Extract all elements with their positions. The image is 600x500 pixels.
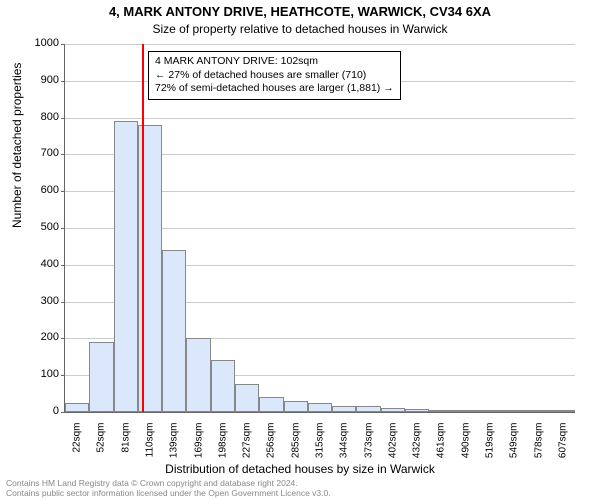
ytick-mark xyxy=(61,302,65,303)
ytick-label: 800 xyxy=(19,111,59,123)
footer-line1: Contains HM Land Registry data © Crown c… xyxy=(6,478,331,488)
ytick-label: 1000 xyxy=(19,37,59,49)
ytick-mark xyxy=(61,81,65,82)
ytick-label: 600 xyxy=(19,184,59,196)
ytick-label: 300 xyxy=(19,295,59,307)
marker-line xyxy=(142,44,144,412)
bar xyxy=(429,410,453,412)
bar xyxy=(308,403,332,412)
footer: Contains HM Land Registry data © Crown c… xyxy=(6,478,331,498)
bar xyxy=(211,360,235,412)
bar xyxy=(235,384,259,412)
bar xyxy=(405,409,429,412)
bar xyxy=(502,410,526,412)
bar xyxy=(162,250,186,412)
annotation-line2: ← 27% of detached houses are smaller (71… xyxy=(155,69,394,83)
ytick-mark xyxy=(61,412,65,413)
annotation-line3: 72% of semi-detached houses are larger (… xyxy=(155,82,394,96)
ytick-mark xyxy=(61,228,65,229)
bar xyxy=(284,401,308,412)
bar xyxy=(551,410,575,412)
bar xyxy=(526,410,550,412)
ytick-label: 700 xyxy=(19,147,59,159)
ytick-label: 900 xyxy=(19,74,59,86)
bar xyxy=(186,338,210,412)
ytick-mark xyxy=(61,265,65,266)
ytick-mark xyxy=(61,154,65,155)
y-axis-label: Number of detached properties xyxy=(10,63,24,228)
bar xyxy=(478,410,502,412)
ytick-mark xyxy=(61,338,65,339)
bar xyxy=(114,121,138,412)
ytick-label: 500 xyxy=(19,221,59,233)
chart-container: 4, MARK ANTONY DRIVE, HEATHCOTE, WARWICK… xyxy=(0,0,600,500)
bar xyxy=(454,410,478,412)
chart-area: 0100200300400500600700800900100022sqm52s… xyxy=(64,44,574,412)
bar xyxy=(65,403,89,412)
x-axis-label: Distribution of detached houses by size … xyxy=(0,462,600,476)
bar xyxy=(89,342,113,412)
ytick-mark xyxy=(61,191,65,192)
ytick-label: 200 xyxy=(19,331,59,343)
bar xyxy=(381,408,405,412)
ytick-mark xyxy=(61,118,65,119)
title-sub: Size of property relative to detached ho… xyxy=(0,22,600,36)
ytick-label: 400 xyxy=(19,258,59,270)
bar xyxy=(356,406,380,412)
ytick-mark xyxy=(61,375,65,376)
ytick-label: 100 xyxy=(19,368,59,380)
ytick-mark xyxy=(61,44,65,45)
title-main: 4, MARK ANTONY DRIVE, HEATHCOTE, WARWICK… xyxy=(0,4,600,19)
annotation-box: 4 MARK ANTONY DRIVE: 102sqm ← 27% of det… xyxy=(148,51,401,100)
footer-line2: Contains public sector information licen… xyxy=(6,488,331,498)
bar xyxy=(332,406,356,412)
ytick-label: 0 xyxy=(19,405,59,417)
bar xyxy=(259,397,283,412)
annotation-line1: 4 MARK ANTONY DRIVE: 102sqm xyxy=(155,55,394,69)
